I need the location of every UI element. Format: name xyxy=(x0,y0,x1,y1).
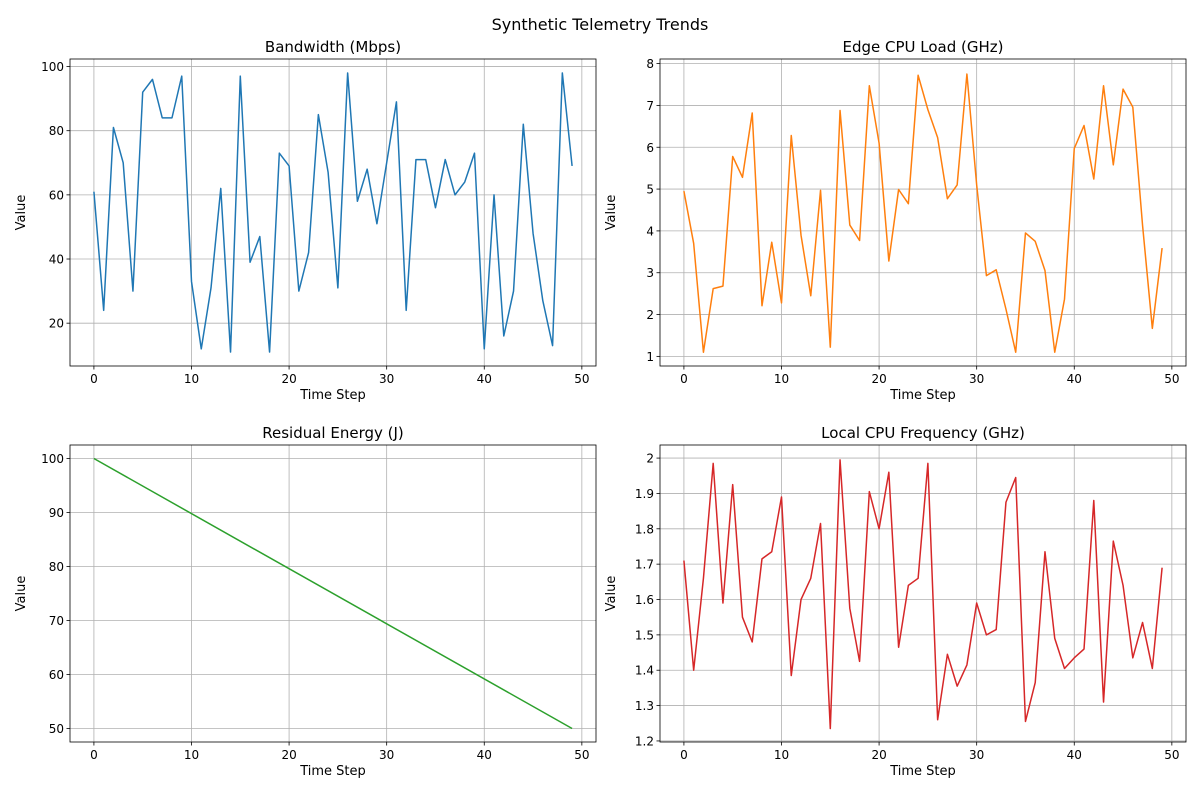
y-tick-label: 100 xyxy=(41,452,64,466)
x-axis-label: Time Step xyxy=(299,388,366,403)
y-tick-label: 1 xyxy=(646,350,654,364)
axes-frame xyxy=(69,444,597,743)
y-tick-label: 4 xyxy=(646,224,654,238)
y-axis-label: Value xyxy=(14,576,29,612)
chart-panel-1: 0 10 20 30 40 50 20 40 60 80 100 Bandwidth (Mbps) Ti… xyxy=(14,38,597,403)
y-tick-label: 90 xyxy=(49,506,64,520)
y-tick-label: 1.4 xyxy=(635,664,654,678)
y-tick-label: 2 xyxy=(646,308,654,322)
y-tick-label: 20 xyxy=(49,317,64,331)
y-tick-label: 1.9 xyxy=(635,487,654,501)
chart-title: Local CPU Frequency (GHz) xyxy=(821,424,1025,442)
x-tick-label: 40 xyxy=(1067,748,1082,762)
y-tick-label: 80 xyxy=(49,124,64,138)
x-tick-label: 30 xyxy=(969,748,984,762)
y-tick-label: 3 xyxy=(646,266,654,280)
x-axis-label: Time Step xyxy=(299,764,366,779)
chart-panel-4: 0 10 20 30 40 50 1.2 1.3 1.4 1.5 1.6 1.7 1.8 1.9 2 Loca… xyxy=(604,424,1187,779)
y-axis-label: Value xyxy=(604,195,619,231)
y-tick-label: 100 xyxy=(41,60,64,74)
x-tick-label: 30 xyxy=(379,748,394,762)
axes-frame xyxy=(69,58,597,367)
y-tick-label: 60 xyxy=(49,188,64,202)
y-tick-label: 1.3 xyxy=(635,699,654,713)
y-tick-label: 50 xyxy=(49,722,64,736)
y-tick-label: 1.8 xyxy=(635,522,654,536)
y-tick-label: 1.2 xyxy=(635,734,654,748)
x-tick-label: 40 xyxy=(1067,372,1082,386)
axes-frame xyxy=(659,444,1187,743)
y-tick-label: 1.6 xyxy=(635,593,654,607)
x-axis-label: Time Step xyxy=(889,388,956,403)
series-line xyxy=(683,459,1163,730)
y-tick-label: 7 xyxy=(646,99,654,113)
x-tick-label: 10 xyxy=(774,748,789,762)
x-tick-label: 20 xyxy=(281,372,296,386)
x-tick-label: 40 xyxy=(477,748,492,762)
y-tick-label: 80 xyxy=(49,560,64,574)
figure-suptitle: Synthetic Telemetry Trends xyxy=(492,15,709,34)
x-tick-label: 20 xyxy=(871,748,886,762)
x-tick-label: 0 xyxy=(680,372,688,386)
y-tick-label: 1.5 xyxy=(635,628,654,642)
chart-title: Bandwidth (Mbps) xyxy=(265,38,401,56)
x-axis-label: Time Step xyxy=(889,764,956,779)
x-tick-label: 20 xyxy=(871,372,886,386)
x-tick-label: 0 xyxy=(680,748,688,762)
x-tick-label: 10 xyxy=(184,372,199,386)
x-tick-label: 10 xyxy=(184,748,199,762)
x-tick-label: 50 xyxy=(1164,748,1179,762)
x-tick-label: 50 xyxy=(574,748,589,762)
x-tick-label: 30 xyxy=(969,372,984,386)
axes-frame xyxy=(659,58,1187,367)
x-tick-label: 10 xyxy=(774,372,789,386)
y-tick-label: 8 xyxy=(646,57,654,71)
y-tick-label: 60 xyxy=(49,668,64,682)
x-tick-label: 40 xyxy=(477,372,492,386)
chart-panel-2: 0 10 20 30 40 50 1 2 3 4 5 6 7 8 Edge CPU Load (GHz) Ti… xyxy=(604,38,1187,403)
y-tick-label: 1.7 xyxy=(635,558,654,572)
chart-title: Residual Energy (J) xyxy=(262,424,404,442)
x-tick-label: 50 xyxy=(574,372,589,386)
series-line xyxy=(683,73,1163,353)
y-tick-label: 70 xyxy=(49,614,64,628)
x-tick-label: 20 xyxy=(281,748,296,762)
x-tick-label: 50 xyxy=(1164,372,1179,386)
y-axis-label: Value xyxy=(604,576,619,612)
y-tick-label: 5 xyxy=(646,183,654,197)
x-tick-label: 30 xyxy=(379,372,394,386)
y-axis-label: Value xyxy=(14,195,29,231)
chart-title: Edge CPU Load (GHz) xyxy=(842,38,1003,56)
x-tick-label: 0 xyxy=(90,748,98,762)
chart-panel-3: 0 10 20 30 40 50 50 60 70 80 90 100 Residual Energy … xyxy=(14,424,597,779)
series-line xyxy=(93,457,573,730)
y-tick-label: 6 xyxy=(646,141,654,155)
series-line xyxy=(93,72,573,353)
x-tick-label: 0 xyxy=(90,372,98,386)
y-tick-label: 40 xyxy=(49,253,64,267)
y-tick-label: 2 xyxy=(646,452,654,466)
